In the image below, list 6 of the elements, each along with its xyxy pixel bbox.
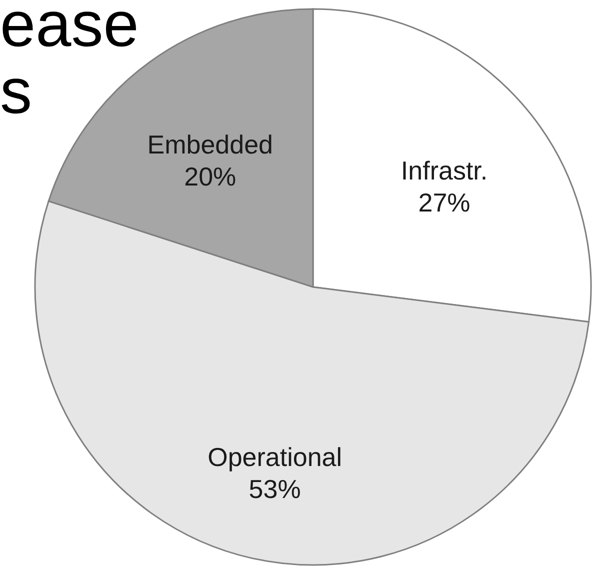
slice-label: Operational (208, 442, 342, 472)
data-label: 53% (248, 474, 301, 504)
data-label: 27% (418, 187, 470, 218)
data-label: 20% (184, 161, 236, 192)
slice-label: Embedded (147, 129, 274, 160)
slice-label: Infrastr. (400, 155, 488, 186)
